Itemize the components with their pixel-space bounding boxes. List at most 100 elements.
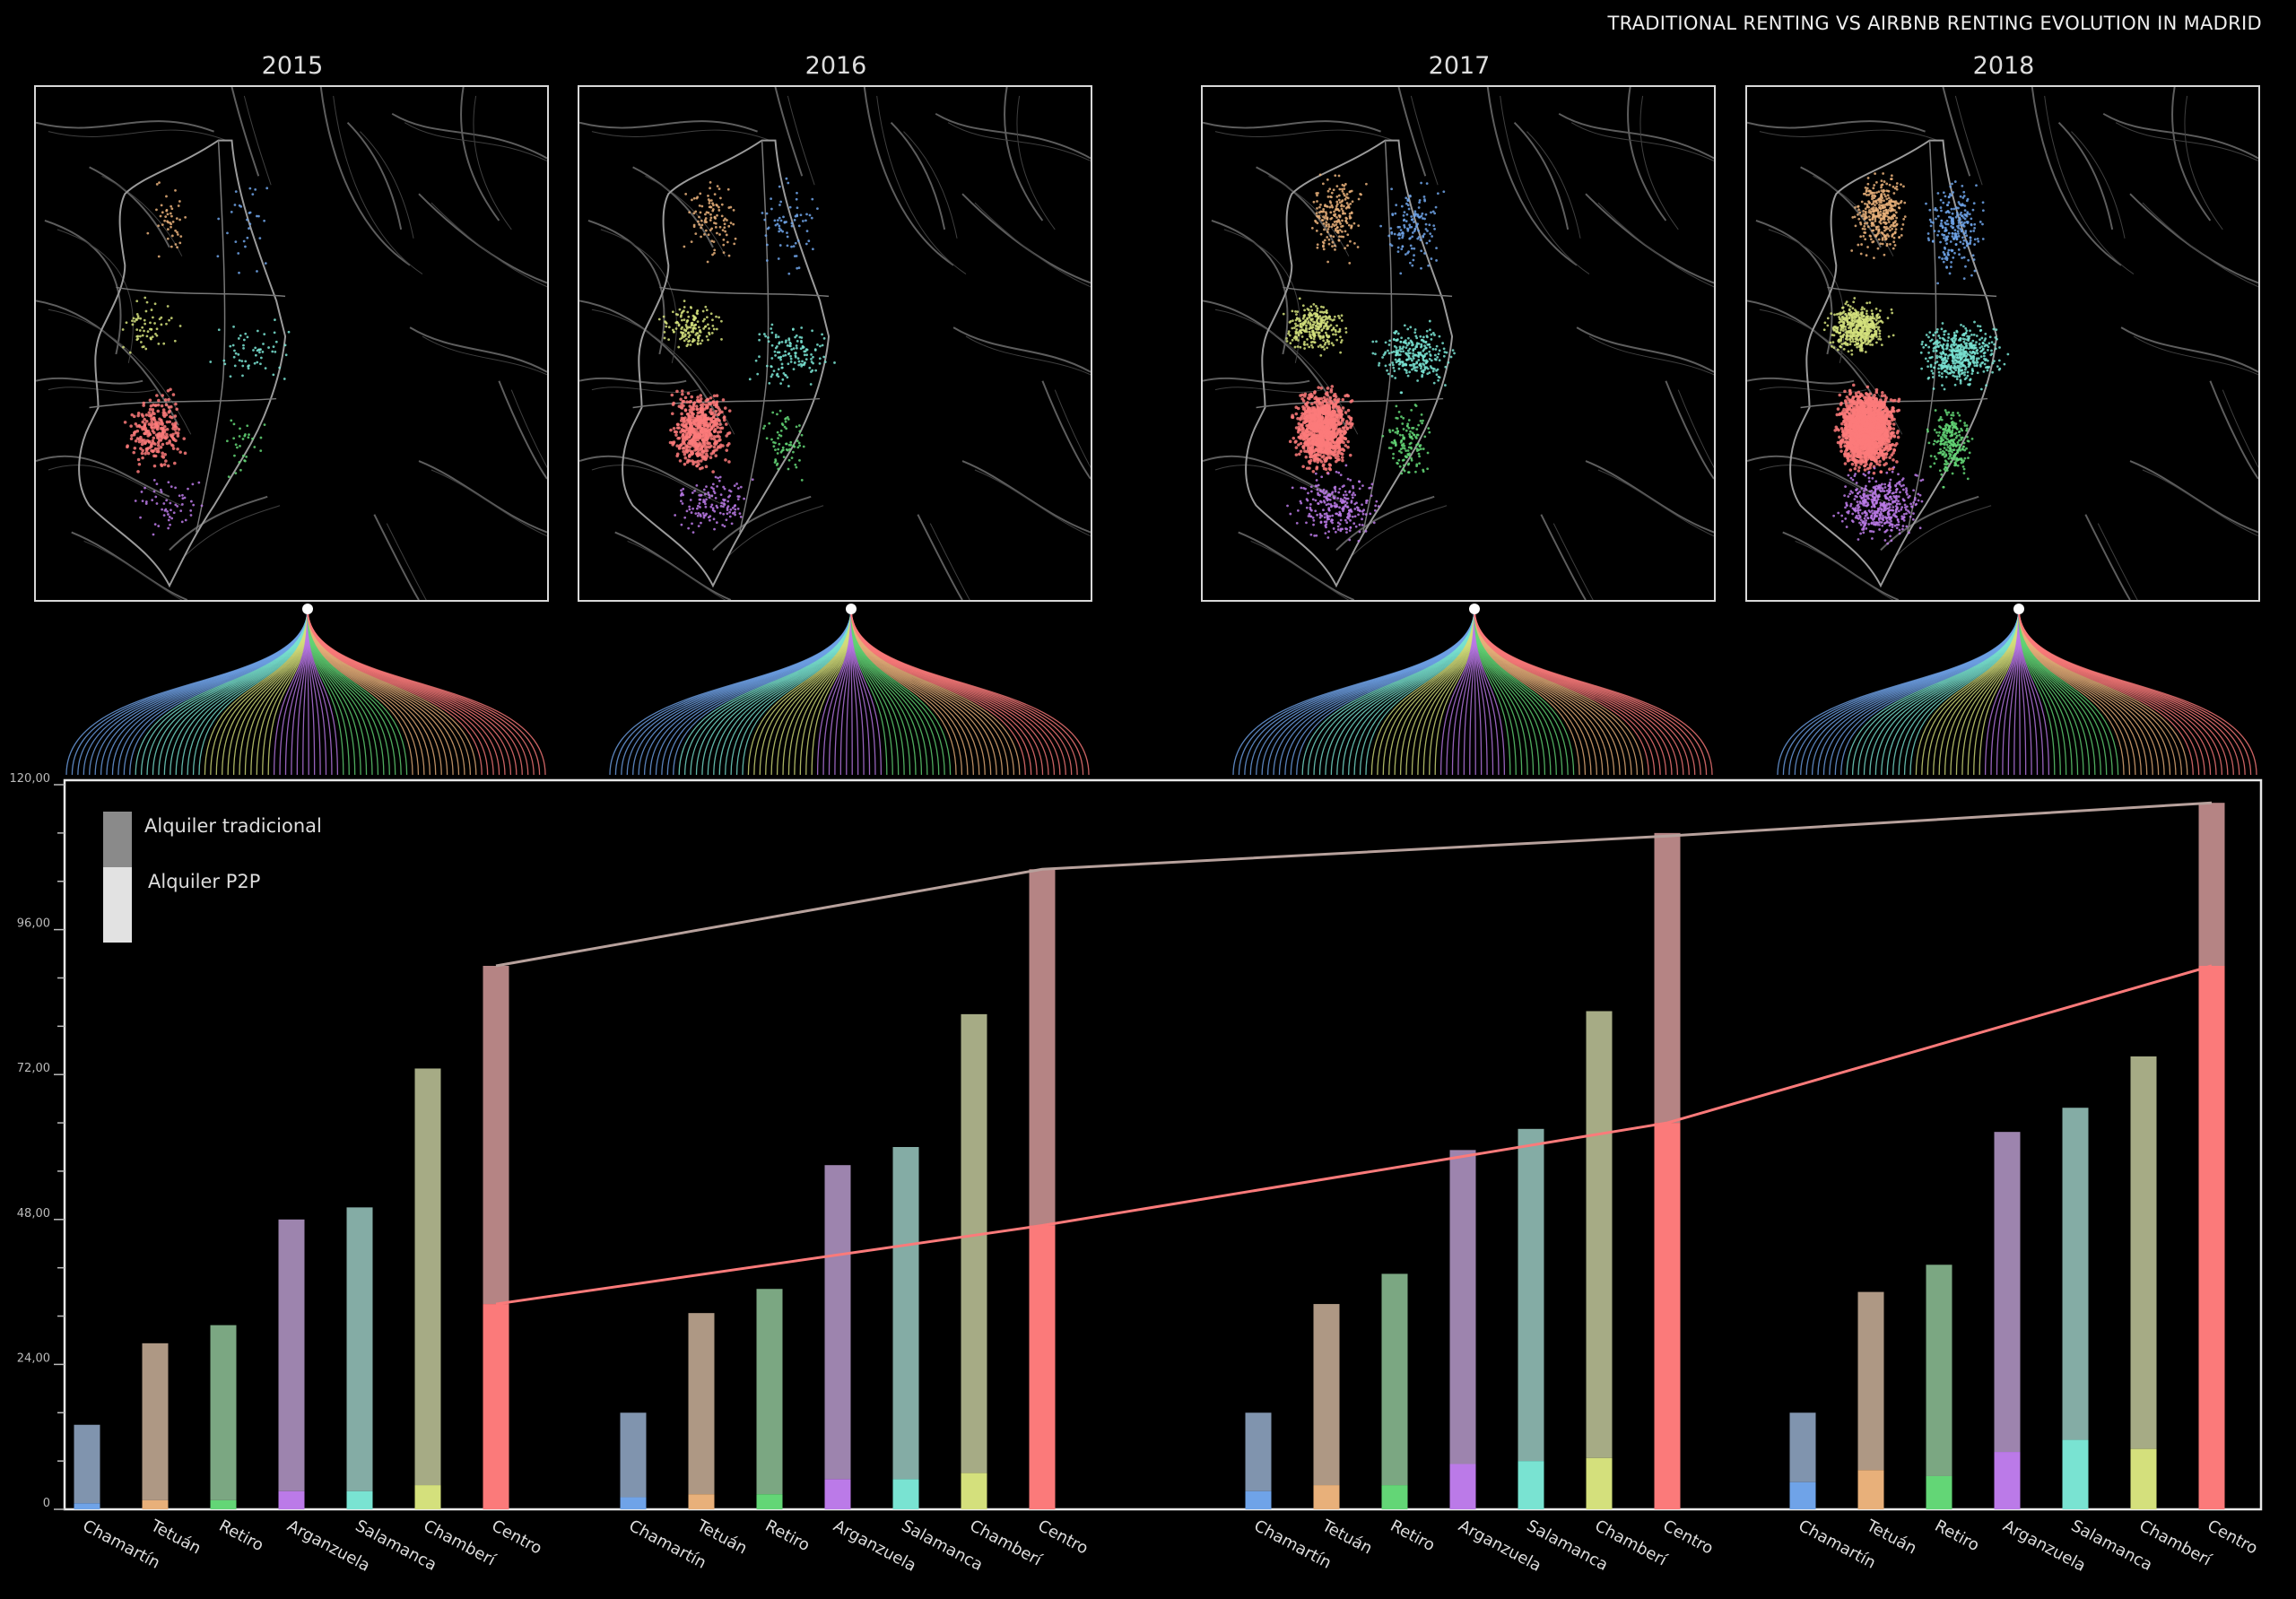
road — [1759, 129, 1938, 142]
trend-line-total — [495, 801, 2213, 968]
map-2017 — [1201, 85, 1716, 602]
bar-p2p-2015-0 — [74, 1503, 100, 1509]
road — [591, 387, 700, 393]
road — [181, 505, 281, 560]
road — [1585, 460, 1714, 534]
trend-line-p2p — [495, 964, 2213, 1306]
road — [373, 514, 420, 600]
road — [632, 166, 714, 248]
road — [422, 335, 547, 376]
map-2016-canvas — [579, 87, 1091, 600]
road — [1203, 377, 1310, 385]
road — [1410, 95, 1439, 186]
road — [36, 120, 214, 133]
bar-traditional-2016-6 — [1029, 869, 1056, 1226]
bar-traditional-2018-1 — [1857, 1291, 1884, 1471]
bar-p2p-2016-0 — [620, 1497, 647, 1509]
legend-label-p2p: Alquiler P2P — [148, 871, 261, 892]
road — [83, 540, 183, 600]
road — [243, 95, 272, 186]
y-tick-label: 72,00 — [17, 1062, 50, 1075]
legend-label-traditional: Alquiler tradicional — [144, 815, 322, 837]
legend-swatch-traditional — [103, 812, 132, 867]
road — [230, 87, 260, 177]
x-tick-label: Chamartín — [80, 1516, 163, 1573]
road — [579, 377, 687, 385]
road — [725, 505, 824, 560]
road — [1576, 326, 1714, 373]
year-label-2015: 2015 — [261, 52, 324, 80]
bar-p2p-2016-6 — [1029, 1225, 1056, 1509]
road — [774, 87, 804, 177]
road — [36, 455, 170, 498]
road — [1268, 175, 1350, 256]
road — [1677, 389, 1714, 468]
y-tick-label: 96,00 — [17, 917, 50, 931]
year-label-2017: 2017 — [1428, 52, 1491, 80]
district-border — [632, 397, 821, 409]
road — [974, 202, 1091, 288]
y-tick-label: 120,00 — [10, 772, 51, 786]
bar-traditional-2016-5 — [961, 1013, 987, 1473]
district-border — [196, 140, 226, 533]
road — [498, 380, 547, 480]
map-2017-canvas — [1203, 87, 1714, 600]
bar-p2p-2016-1 — [688, 1494, 715, 1509]
road — [1526, 131, 1581, 239]
road — [1570, 122, 1714, 162]
road — [1335, 495, 1435, 552]
bar-p2p-2018-1 — [1857, 1470, 1884, 1509]
bar-traditional-2016-4 — [892, 1147, 919, 1480]
road — [386, 523, 427, 600]
district-outline — [622, 139, 831, 588]
x-tick-label: Retiro — [216, 1516, 267, 1555]
road — [1552, 523, 1594, 600]
road — [409, 326, 547, 373]
district-border — [1907, 140, 1937, 533]
district-border — [1827, 286, 1997, 298]
road — [1004, 87, 1044, 222]
bar-p2p-2015-2 — [210, 1499, 237, 1509]
x-tick-label: Retiro — [1932, 1516, 1983, 1555]
bar-p2p-2018-2 — [1926, 1475, 1952, 1509]
bar-traditional-2017-1 — [1313, 1304, 1340, 1486]
road — [2133, 335, 2258, 376]
road — [965, 335, 1091, 376]
bar-p2p-2015-3 — [278, 1490, 305, 1509]
road — [1540, 514, 1587, 600]
road — [1755, 220, 1833, 355]
road — [2129, 460, 2258, 534]
road — [579, 455, 714, 498]
road — [1348, 505, 1448, 560]
road — [1627, 87, 1667, 222]
road — [2142, 202, 2258, 288]
road — [48, 387, 156, 393]
road — [952, 326, 1091, 373]
road — [1747, 120, 1926, 133]
road — [89, 166, 170, 248]
year-label-2016: 2016 — [804, 52, 867, 80]
bar-p2p-2017-5 — [1586, 1457, 1613, 1509]
road — [319, 87, 411, 266]
road — [2115, 122, 2258, 162]
road — [48, 465, 183, 507]
road — [1513, 122, 1570, 230]
bar-traditional-2016-2 — [756, 1289, 783, 1495]
road — [1892, 505, 1992, 560]
road — [1016, 95, 1056, 230]
bar-traditional-2018-2 — [1926, 1264, 1952, 1476]
map-2015-canvas — [36, 87, 547, 600]
map-2015 — [34, 85, 549, 602]
road — [360, 131, 414, 239]
bar-p2p-2015-4 — [346, 1490, 373, 1509]
road — [2097, 523, 2138, 600]
bar-traditional-2015-2 — [210, 1325, 237, 1500]
district-border — [659, 286, 830, 298]
road — [903, 131, 958, 239]
road — [1203, 120, 1381, 133]
road — [1054, 389, 1091, 468]
road — [2222, 389, 2258, 468]
road — [57, 229, 134, 363]
bar-p2p-2016-4 — [892, 1479, 919, 1509]
